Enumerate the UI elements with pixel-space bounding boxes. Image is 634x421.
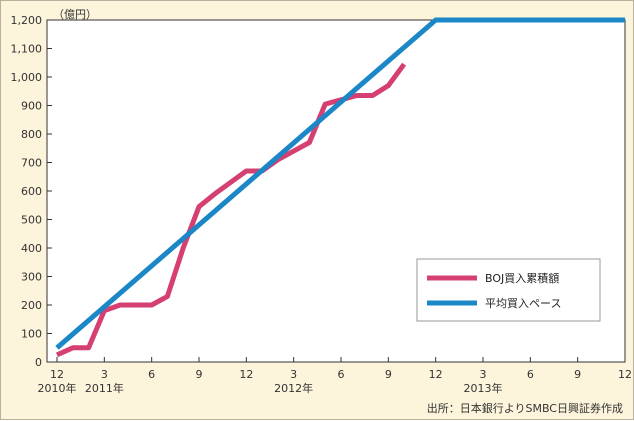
x-tick-label: 9 <box>385 368 392 381</box>
x-year-label: 2011年 <box>85 381 124 395</box>
y-axis-unit-label: （億円） <box>53 8 97 21</box>
y-tick-label: 200 <box>21 299 42 312</box>
y-tick-label: 800 <box>21 128 42 141</box>
chart-series <box>55 17 625 358</box>
x-tick-label: 3 <box>101 368 108 381</box>
x-tick-label: 9 <box>196 368 203 381</box>
series-line-average-pace <box>55 17 625 350</box>
y-tick-label: 400 <box>21 242 42 255</box>
source-note: 出所：日本銀行よりSMBC日興証券作成 <box>427 401 623 415</box>
x-tick-label: 6 <box>148 368 155 381</box>
y-axis-ticks: 0 100 200 300 400 500 600 700 800 900 1,000 1,100 1,… <box>11 14 52 369</box>
x-year-label: 2012年 <box>274 381 313 395</box>
y-tick-label: 700 <box>21 157 42 170</box>
x-tick-label: 9 <box>574 368 581 381</box>
x-tick-label: 6 <box>338 368 345 381</box>
x-tick-label: 3 <box>480 368 487 381</box>
y-tick-label: 0 <box>35 356 42 369</box>
y-tick-label: 600 <box>21 185 42 198</box>
y-tick-label: 500 <box>21 214 42 227</box>
x-tick-label: 6 <box>527 368 534 381</box>
x-year-label: 2013年 <box>464 381 503 395</box>
x-tick-label: 12 <box>239 368 253 381</box>
x-tick-label: 12 <box>618 368 632 381</box>
legend-label-boj: BOJ買入累積額 <box>485 271 559 285</box>
y-tick-label: 1,100 <box>11 43 43 56</box>
x-tick-label: 12 <box>50 368 64 381</box>
x-tick-label: 12 <box>429 368 443 381</box>
y-tick-label: 1,200 <box>11 14 43 27</box>
legend: BOJ買入累積額 平均買入ペース <box>416 258 601 322</box>
legend-box <box>416 258 601 322</box>
y-tick-label: 900 <box>21 100 42 113</box>
x-year-label: 2010年 <box>38 381 77 395</box>
legend-label-average: 平均買入ペース <box>485 297 561 310</box>
x-tick-label: 3 <box>290 368 297 381</box>
y-tick-label: 100 <box>21 328 42 341</box>
y-tick-label: 1,000 <box>11 71 43 84</box>
y-tick-label: 300 <box>21 271 42 284</box>
